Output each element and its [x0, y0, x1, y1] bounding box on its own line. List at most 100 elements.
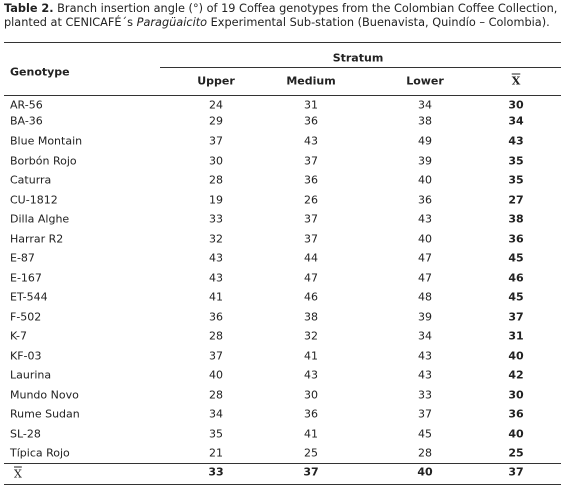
cell: 34 [209, 407, 223, 421]
cell: 32 [304, 329, 318, 343]
cell: 43 [209, 271, 223, 284]
cell: 35 [209, 427, 223, 440]
cell: 33 [418, 388, 432, 401]
rule [4, 95, 561, 96]
cell: 36 [304, 407, 318, 421]
cell: 47 [418, 251, 432, 265]
cell: 43 [304, 134, 318, 148]
cell: 36 [304, 114, 318, 128]
footer-label: X [14, 467, 22, 481]
cell: 40 [418, 232, 432, 245]
cell: 42 [508, 368, 524, 382]
genotype: Mundo Novo [10, 388, 79, 401]
header-cell: Medium [286, 74, 336, 88]
genotype: E-167 [10, 271, 42, 284]
genotype: Típica Rojo [10, 446, 70, 460]
caption-italic: Paragüaicito [136, 16, 208, 29]
cell: 30 [508, 388, 524, 401]
rule [4, 42, 561, 43]
cell: 28 [209, 173, 223, 187]
cell: 38 [418, 114, 432, 128]
genotype: SL-28 [10, 427, 41, 440]
cell: 49 [418, 134, 432, 148]
genotype: F-502 [10, 310, 42, 323]
cell: 37 [418, 407, 432, 421]
cell: 34 [508, 114, 524, 128]
cell: 40 [508, 427, 524, 440]
genotype: Rume Sudan [10, 407, 80, 421]
cell: 27 [508, 193, 524, 206]
cell: 41 [209, 290, 223, 304]
cell: 43 [418, 368, 432, 382]
cell: 28 [418, 446, 432, 460]
cell: 34 [418, 329, 432, 343]
cell: 35 [508, 154, 524, 167]
cell: 25 [508, 446, 524, 460]
cell: 40 [508, 349, 524, 362]
cell: 36 [508, 407, 524, 421]
cell: 43 [418, 349, 432, 362]
cell: 45 [508, 251, 524, 265]
cell: 38 [508, 212, 524, 226]
cell: 37 [304, 154, 318, 167]
header-group: Stratum [332, 51, 384, 65]
rule [4, 463, 561, 464]
genotype: Caturra [10, 173, 52, 187]
header-cell: X [511, 74, 521, 88]
cell: 45 [508, 290, 524, 304]
footer-cell: 40 [417, 465, 433, 479]
cell: 36 [304, 173, 318, 187]
header-cell: Lower [406, 74, 444, 88]
cell: 47 [418, 271, 432, 284]
genotype: AR-56 [10, 98, 43, 112]
footer-cell: 33 [208, 465, 224, 479]
cell: 24 [209, 98, 223, 112]
cell: 40 [209, 368, 223, 382]
genotype: Laurina [10, 368, 52, 382]
cell: 28 [209, 329, 223, 343]
cell: 43 [304, 368, 318, 382]
cell: 37 [209, 134, 223, 148]
cell: 47 [304, 271, 318, 284]
cell: 35 [508, 173, 524, 187]
genotype: E-87 [10, 251, 35, 265]
genotype: BA-36 [10, 114, 43, 128]
caption-text: Experimental Sub-station (Buenavista, Qu… [207, 16, 550, 29]
rule [160, 67, 561, 68]
cell: 26 [304, 193, 318, 206]
cell: 45 [418, 427, 432, 440]
cell: 46 [304, 290, 318, 304]
cell: 41 [304, 349, 318, 362]
cell: 37 [304, 212, 318, 226]
cell: 21 [209, 446, 223, 460]
header-cell: Upper [197, 74, 235, 88]
cell: 33 [209, 212, 223, 226]
caption-label: Table 2. [4, 2, 54, 15]
cell: 41 [304, 427, 318, 440]
cell: 43 [418, 212, 432, 226]
caption: Table 2. Branch insertion angle (°) of 1… [4, 2, 564, 30]
genotype: Harrar R2 [10, 232, 64, 245]
genotype: CU-1812 [10, 193, 58, 206]
rule [4, 484, 561, 485]
cell: 28 [209, 388, 223, 401]
genotype: Dilla Alghe [10, 212, 70, 226]
footer-cell: 37 [303, 465, 319, 479]
cell: 30 [304, 388, 318, 401]
cell: 36 [508, 232, 524, 245]
cell: 36 [209, 310, 223, 323]
cell: 39 [418, 154, 432, 167]
cell: 37 [508, 310, 524, 323]
cell: 37 [209, 349, 223, 362]
genotype: ET-544 [10, 290, 48, 304]
caption-text: Branch insertion angle (°) of 19 Coffea … [4, 2, 558, 29]
cell: 43 [209, 251, 223, 265]
genotype: Blue Montain [10, 134, 83, 148]
cell: 30 [209, 154, 223, 167]
cell: 32 [209, 232, 223, 245]
cell: 43 [508, 134, 524, 148]
genotype: KF-03 [10, 349, 42, 362]
cell: 36 [418, 193, 432, 206]
cell: 37 [304, 232, 318, 245]
